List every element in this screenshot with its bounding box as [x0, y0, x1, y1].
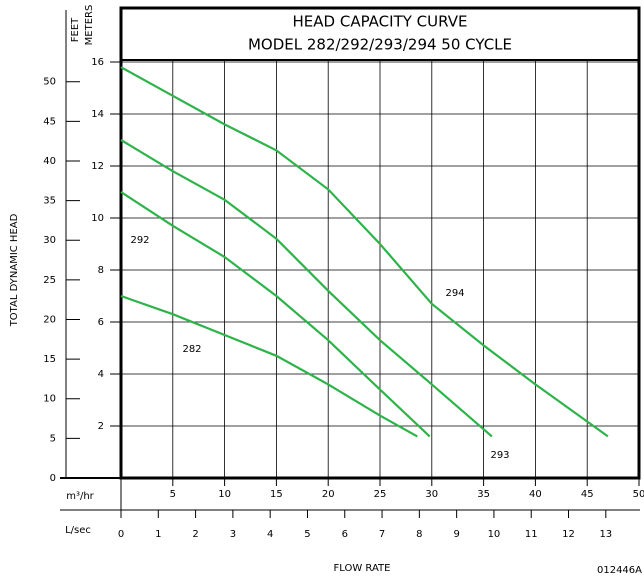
x2-tick-label: 4: [267, 529, 273, 540]
curve-label: 293: [490, 450, 509, 461]
x2-tick-label: 10: [488, 529, 501, 540]
feet-unit: FEET: [70, 17, 81, 42]
y-tick-label: 10: [91, 213, 104, 224]
curve: [120, 191, 431, 438]
x2-tick-label: 3: [230, 529, 236, 540]
y2-tick-label: 20: [43, 314, 56, 325]
y2-tick-label: 35: [43, 196, 56, 207]
y-axis-label: TOTAL DYNAMIC HEAD: [9, 213, 20, 327]
x-tick-label: 25: [374, 489, 387, 500]
x2-tick-label: 13: [599, 529, 612, 540]
chart-subtitle: MODEL 282/292/293/294 50 CYCLE: [248, 36, 512, 54]
curve: [120, 66, 609, 438]
drawing-code: 012446A: [597, 565, 642, 576]
x2-tick-label: 0: [118, 529, 124, 540]
x-axis-label: FLOW RATE: [334, 563, 391, 574]
x-tick-label: 20: [322, 489, 335, 500]
x2-tick-label: 5: [304, 529, 310, 540]
curve-label: 294: [445, 288, 464, 299]
y-tick-label: 12: [91, 161, 104, 172]
y2-tick-label: 10: [43, 394, 56, 405]
y-tick-label: 2: [98, 421, 104, 432]
x2-tick-label: 2: [192, 529, 198, 540]
x-tick-label: 40: [529, 489, 542, 500]
y2-tick-label: 45: [43, 116, 56, 127]
x2-unit: L/sec: [65, 525, 91, 536]
x2-tick-label: 1: [155, 529, 161, 540]
curve-label: 282: [182, 344, 201, 355]
x-tick-label: 15: [270, 489, 283, 500]
x2-tick-label: 6: [342, 529, 348, 540]
x2-tick-label: 8: [416, 529, 422, 540]
x-tick-label: 5: [170, 489, 176, 500]
y2-tick-label: 30: [43, 235, 56, 246]
meters-unit: METERS: [84, 5, 95, 46]
x-tick-label: 35: [477, 489, 490, 500]
y2-tick-label: 15: [43, 354, 56, 365]
x-tick-label: 30: [425, 489, 438, 500]
x2-tick-label: 9: [453, 529, 459, 540]
curve-label: 292: [130, 235, 149, 246]
curve: [120, 294, 418, 438]
y2-tick-label: 5: [50, 433, 56, 444]
y-tick-label: 4: [98, 369, 104, 380]
x-tick-label: 10: [218, 489, 231, 500]
y-tick-label: 8: [98, 265, 104, 276]
y-tick-label: 6: [98, 317, 104, 328]
x-tick-label: 50: [633, 489, 644, 500]
x-tick-label: 45: [581, 489, 594, 500]
y-tick-label: 14: [91, 109, 104, 120]
x2-tick-label: 11: [525, 529, 538, 540]
curve: [120, 139, 493, 438]
y2-tick-label: 0: [50, 473, 56, 484]
y2-tick-label: 25: [43, 275, 56, 286]
x2-tick-label: 12: [562, 529, 575, 540]
y-tick-label: 16: [91, 57, 104, 68]
chart-title: HEAD CAPACITY CURVE: [293, 13, 468, 31]
y2-tick-label: 50: [43, 77, 56, 88]
x-unit: m³/hr: [66, 491, 94, 502]
x2-tick-label: 7: [379, 529, 385, 540]
y2-tick-label: 40: [43, 156, 56, 167]
